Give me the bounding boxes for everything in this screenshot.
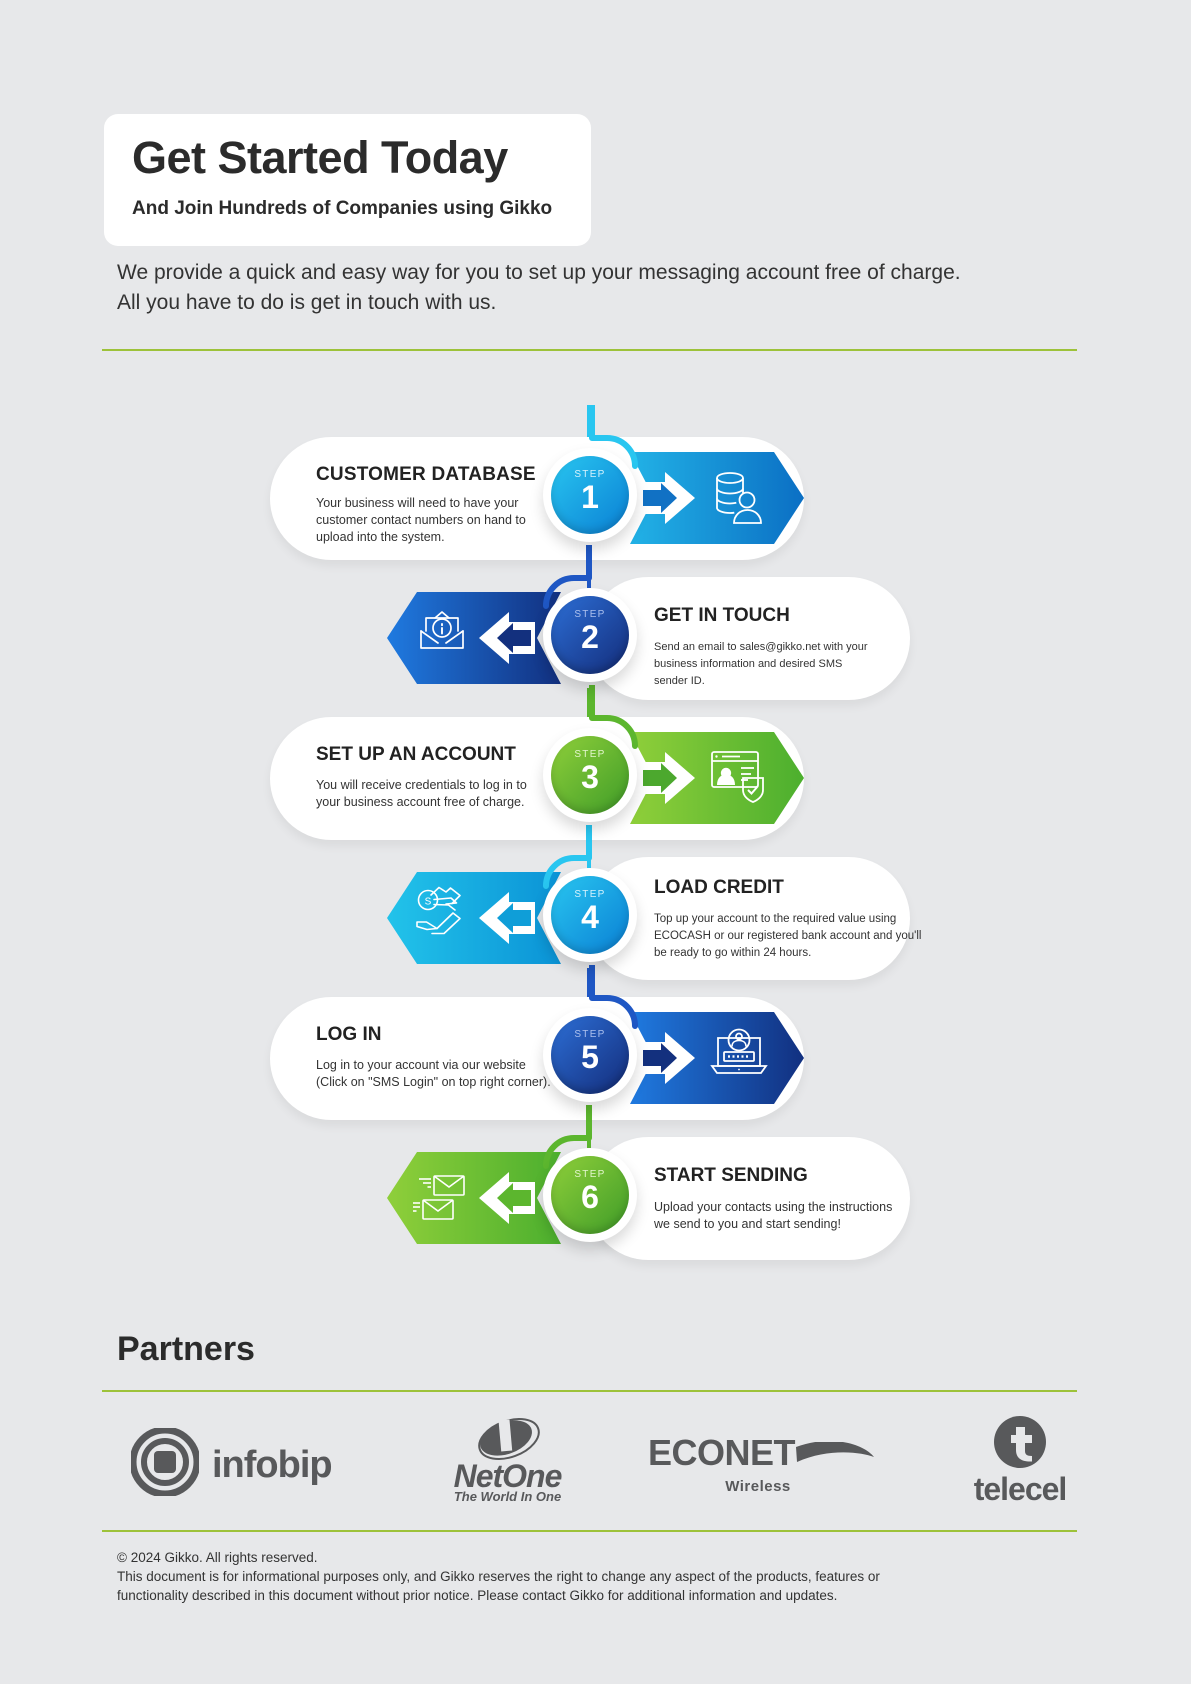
svg-text:S: S — [425, 897, 432, 908]
